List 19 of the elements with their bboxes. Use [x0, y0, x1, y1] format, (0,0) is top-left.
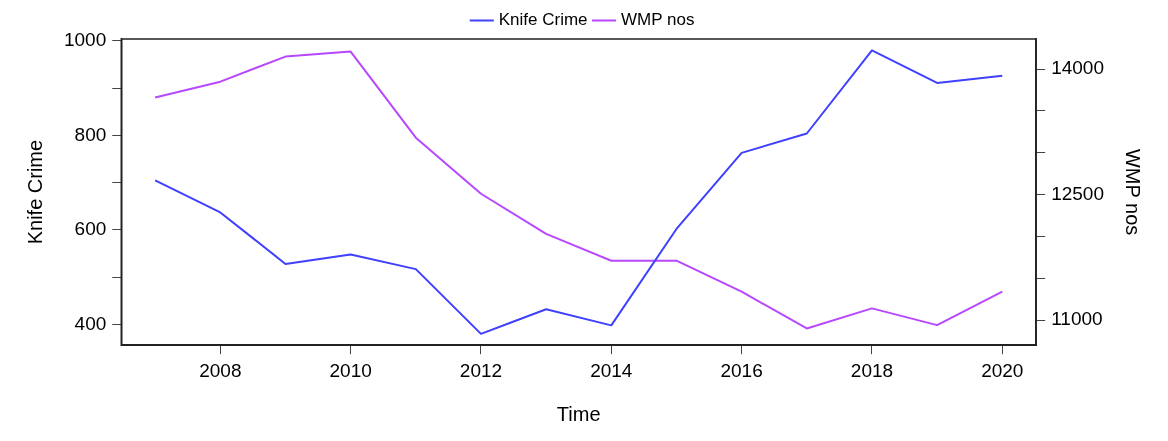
- y-tick-label: 1000: [63, 29, 107, 51]
- x-tick-label: 2014: [590, 359, 633, 381]
- x-tick-label: 2018: [850, 359, 894, 381]
- x-tick-label: 2012: [459, 359, 503, 381]
- y-tick-label: 400: [74, 312, 107, 334]
- y2-tick-label: 11000: [1051, 308, 1103, 330]
- x-tick-label: 2008: [199, 359, 242, 381]
- y2-tick-label: 14000: [1051, 57, 1105, 79]
- y2-axis-title: WMP nos: [1122, 148, 1145, 236]
- x-axis-title: Time: [556, 402, 601, 425]
- legend-label: Knife Crime: [498, 10, 588, 30]
- x-tick-label: 2016: [720, 359, 763, 381]
- y-axis-title: Knife Crime: [23, 139, 46, 245]
- x-tick-label: 2020: [981, 359, 1024, 381]
- legend-label: WMP nos: [621, 10, 695, 30]
- y2-tick-label: 12500: [1051, 182, 1105, 204]
- x-tick-label: 2010: [329, 359, 372, 381]
- y-tick-label: 800: [74, 123, 107, 145]
- y-tick-label: 600: [74, 218, 107, 240]
